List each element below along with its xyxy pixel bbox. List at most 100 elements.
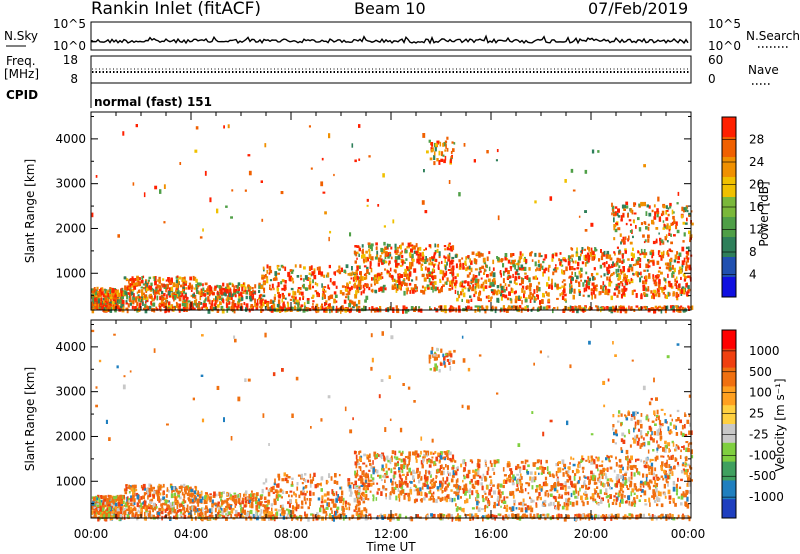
echo-cell [581, 261, 585, 265]
echo-cell [451, 279, 454, 284]
echo-cell [130, 495, 133, 500]
echo-cell [278, 494, 282, 498]
echo-cell [119, 514, 123, 519]
echo-cell [358, 124, 361, 128]
power-ylabel: Slant Range [km] [23, 159, 37, 263]
echo-cell [582, 294, 585, 297]
echo-cell [384, 476, 387, 479]
echo-cell [256, 492, 259, 496]
echo-cell [316, 294, 318, 298]
echo-cell [450, 478, 454, 483]
echo-cell [468, 265, 471, 270]
echo-cell [211, 499, 214, 504]
echo-cell [301, 500, 304, 506]
y-tick-label: 1000 [55, 266, 86, 280]
echo-cell [518, 295, 521, 300]
echo-cell [360, 291, 363, 296]
echo-cell [111, 301, 115, 305]
echo-cell [190, 488, 194, 492]
echo-cell [93, 287, 96, 292]
echo-cell [332, 503, 336, 508]
echo-cell [403, 307, 406, 310]
echo-cell [325, 300, 328, 303]
echo-cell [421, 285, 424, 289]
echo-cell [330, 306, 332, 311]
echo-cell [244, 290, 247, 293]
echo-cell [560, 513, 562, 518]
echo-cell [348, 308, 351, 314]
echo-cell [623, 239, 625, 244]
echo-cell [379, 286, 383, 292]
echo-cell [531, 259, 534, 262]
echo-cell [461, 288, 464, 292]
cpid-label: CPID [6, 88, 38, 102]
echo-cell [176, 303, 179, 307]
echo-cell [570, 306, 574, 311]
echo-cell [204, 303, 207, 307]
echo-cell [474, 283, 476, 286]
echo-cell [389, 517, 392, 522]
echo-cell [348, 486, 352, 492]
echo-cell [292, 295, 295, 300]
echo-cell [394, 250, 397, 254]
echo-cell [488, 515, 491, 518]
echo-cell [320, 488, 323, 492]
echo-cell [209, 508, 212, 513]
echo-cell [271, 507, 273, 512]
echo-cell [198, 282, 202, 286]
echo-cell [580, 279, 582, 282]
echo-cell [174, 496, 177, 501]
echo-cell [506, 257, 509, 261]
echo-cell [260, 299, 263, 304]
echo-cell [640, 271, 642, 276]
echo-cell [672, 517, 676, 521]
echo-cell [446, 261, 448, 266]
echo-cell [443, 457, 446, 461]
echo-cell [132, 182, 135, 186]
echo-cell [426, 515, 429, 518]
echo-cell [687, 305, 690, 309]
echo-cell [255, 506, 259, 511]
echo-cell [271, 514, 275, 518]
echo-cell [506, 276, 509, 279]
echo-cell [312, 302, 314, 306]
echo-cell [157, 279, 161, 282]
echo-cell [138, 513, 142, 517]
echo-cell [131, 484, 135, 489]
echo-cell [673, 259, 677, 263]
echo-cell [230, 509, 234, 514]
echo-cell [304, 305, 306, 310]
echo-cell [299, 264, 302, 268]
echo-cell [392, 277, 394, 283]
echo-cell [132, 299, 135, 305]
echo-cell [584, 279, 587, 283]
echo-cell [415, 276, 418, 281]
echo-cell [173, 492, 177, 498]
echo-cell [145, 289, 148, 293]
echo-cell [647, 223, 650, 226]
echo-cell [396, 246, 400, 249]
echo-cell [287, 501, 290, 505]
echo-cell [247, 154, 251, 157]
echo-cell [459, 262, 462, 268]
echo-cell [341, 285, 345, 288]
echo-cell [159, 302, 162, 306]
echo-cell [358, 253, 360, 257]
echo-cell [677, 256, 680, 260]
echo-cell [437, 496, 440, 500]
echo-cell [654, 293, 658, 297]
echo-cell [424, 259, 427, 264]
echo-cell [96, 286, 99, 290]
echo-cell [241, 509, 244, 514]
echo-cell [360, 284, 362, 290]
echo-cell [449, 262, 451, 268]
echo-cell [121, 288, 124, 293]
echo-cell [641, 306, 644, 310]
echo-cell [105, 515, 108, 518]
echo-cell [640, 275, 643, 278]
echo-cell [596, 305, 599, 308]
echo-cell [132, 297, 136, 301]
echo-cell [275, 277, 278, 281]
echo-cell [480, 253, 484, 257]
echo-cell [477, 296, 480, 300]
